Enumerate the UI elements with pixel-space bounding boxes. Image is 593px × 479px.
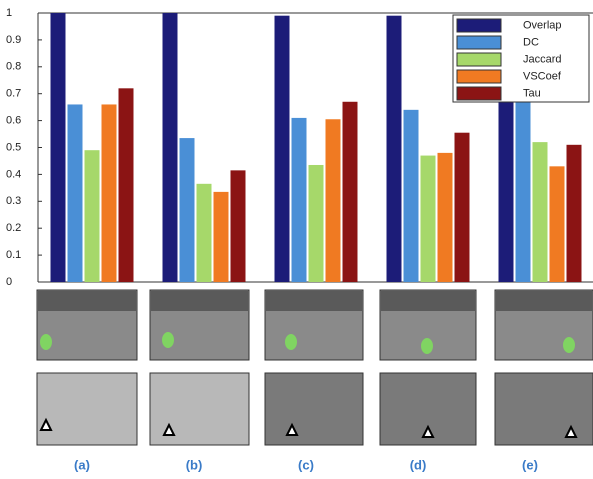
bar xyxy=(516,98,531,282)
legend-swatch xyxy=(457,87,501,100)
bar xyxy=(68,104,83,282)
highlight xyxy=(421,338,433,354)
frame-top xyxy=(38,291,136,311)
bar xyxy=(404,110,419,282)
y-tick-label: 0 xyxy=(6,276,12,288)
y-tick-label: 1 xyxy=(6,7,12,19)
legend-label: DC xyxy=(523,36,539,48)
y-tick-label: 0.2 xyxy=(6,222,21,234)
frame-top xyxy=(381,291,475,311)
frame-tops xyxy=(38,291,592,311)
legend-label: Jaccard xyxy=(523,53,562,65)
bar xyxy=(197,184,212,282)
frame-top xyxy=(151,291,248,311)
bar xyxy=(309,165,324,282)
legend-swatch xyxy=(457,19,501,32)
bar xyxy=(292,118,307,282)
highlight xyxy=(563,337,575,353)
y-tick-label: 0.4 xyxy=(6,168,21,180)
bar xyxy=(455,133,470,282)
legend-label: Overlap xyxy=(523,19,562,31)
highlight xyxy=(162,332,174,348)
bar xyxy=(85,150,100,282)
y-tick-label: 0.9 xyxy=(6,34,21,46)
bar xyxy=(51,13,66,282)
y-tick-label: 0.7 xyxy=(6,88,21,100)
legend-label: VSCoef xyxy=(523,70,562,82)
bar xyxy=(180,138,195,282)
bar xyxy=(550,166,565,282)
bar xyxy=(326,119,341,282)
highlight xyxy=(285,334,297,350)
bar xyxy=(438,153,453,282)
bar xyxy=(421,156,436,282)
page: {"chart_data": {"type": "bar", "categori… xyxy=(0,0,593,479)
y-tick-label: 0.1 xyxy=(6,249,21,261)
bar xyxy=(214,192,229,282)
bar xyxy=(231,170,246,282)
category-label: (a) xyxy=(74,457,90,472)
bar xyxy=(163,13,178,282)
bar xyxy=(119,88,134,282)
mask xyxy=(37,373,137,445)
bar xyxy=(343,102,358,282)
legend-swatch xyxy=(457,36,501,49)
image-panels xyxy=(37,290,593,445)
bar xyxy=(567,145,582,282)
highlight xyxy=(40,334,52,350)
y-tick-label: 0.8 xyxy=(6,61,21,73)
legend-swatch xyxy=(457,70,501,83)
bar xyxy=(387,16,402,282)
bar xyxy=(533,142,548,282)
mask-row xyxy=(37,373,593,445)
bar xyxy=(102,104,117,282)
y-tick-label: 0.5 xyxy=(6,141,21,153)
bar xyxy=(275,16,290,282)
category-label: (e) xyxy=(522,457,538,472)
y-tick-label: 0.6 xyxy=(6,115,21,127)
category-label: (b) xyxy=(186,457,203,472)
legend-label: Tau xyxy=(523,87,541,99)
category-label: (d) xyxy=(410,457,427,472)
legend-swatch xyxy=(457,53,501,66)
category-label: (c) xyxy=(298,457,314,472)
mask xyxy=(495,373,593,445)
y-tick-label: 0.3 xyxy=(6,195,21,207)
frame-top xyxy=(266,291,362,311)
mask xyxy=(265,373,363,445)
chart: 0 0.1 0.2 0.3 0.4 0.5 0.6 0.7 0.8 0.9 1 (a) (b) (c) (d… xyxy=(0,0,593,479)
frame-top xyxy=(496,291,592,311)
